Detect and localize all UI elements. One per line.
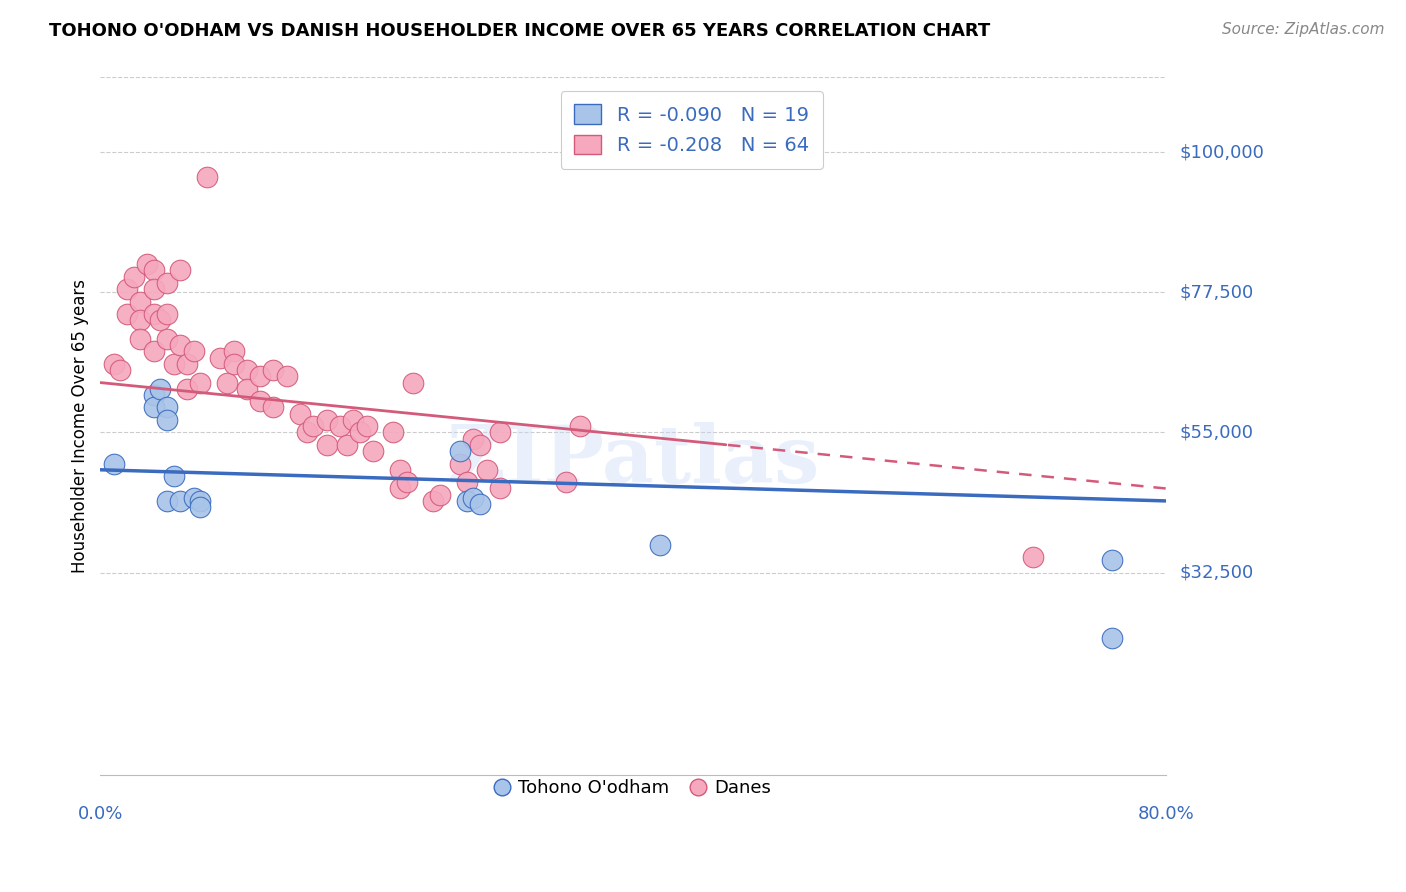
Point [402, 376, 425, 390]
Point [463, 432, 485, 446]
Point [183, 344, 205, 359]
Point [263, 363, 285, 377]
Point [142, 282, 165, 296]
Point [388, 463, 411, 477]
Point [456, 494, 478, 508]
Legend: Tohono O'odham, Danes: Tohono O'odham, Danes [488, 772, 779, 805]
Point [162, 357, 184, 371]
Point [356, 419, 378, 434]
Point [103, 457, 125, 471]
Point [456, 475, 478, 490]
Point [468, 497, 491, 511]
Point [302, 419, 325, 434]
Point [475, 463, 498, 477]
Point [382, 425, 405, 440]
Point [142, 307, 165, 321]
Point [169, 338, 191, 352]
Point [115, 307, 138, 321]
Point [149, 313, 172, 327]
Point [222, 344, 245, 359]
Point [188, 494, 211, 508]
Point [156, 276, 179, 290]
Point [156, 332, 179, 346]
Point [222, 357, 245, 371]
Point [349, 425, 371, 440]
Point [395, 475, 418, 490]
Point [489, 482, 512, 496]
Point [156, 494, 179, 508]
Point [215, 376, 238, 390]
Point [188, 376, 211, 390]
Text: ZIPatlas: ZIPatlas [447, 422, 820, 500]
Point [142, 388, 165, 402]
Point [176, 357, 198, 371]
Point [1101, 631, 1123, 645]
Point [188, 500, 211, 515]
Point [1021, 549, 1043, 564]
Text: 80.0%: 80.0% [1137, 805, 1194, 823]
Point [429, 488, 451, 502]
Point [363, 444, 385, 458]
Y-axis label: Householder Income Over 65 years: Householder Income Over 65 years [72, 279, 89, 574]
Point [276, 369, 298, 384]
Point [288, 407, 311, 421]
Point [422, 494, 444, 508]
Point [142, 344, 165, 359]
Point [115, 282, 138, 296]
Point [449, 444, 471, 458]
Point [162, 469, 184, 483]
Text: TOHONO O'ODHAM VS DANISH HOUSEHOLDER INCOME OVER 65 YEARS CORRELATION CHART: TOHONO O'ODHAM VS DANISH HOUSEHOLDER INC… [49, 22, 990, 40]
Point [468, 438, 491, 452]
Point [156, 413, 179, 427]
Text: $77,500: $77,500 [1180, 284, 1254, 301]
Point [315, 438, 337, 452]
Text: $100,000: $100,000 [1180, 144, 1264, 161]
Point [122, 269, 145, 284]
Point [449, 457, 471, 471]
Point [1101, 553, 1123, 567]
Point [249, 369, 271, 384]
Point [209, 351, 232, 365]
Point [463, 491, 485, 505]
Point [149, 382, 172, 396]
Point [169, 494, 191, 508]
Point [236, 382, 259, 396]
Point [295, 425, 318, 440]
Point [169, 263, 191, 277]
Point [183, 491, 205, 505]
Point [336, 438, 359, 452]
Point [568, 419, 591, 434]
Point [489, 425, 512, 440]
Point [388, 482, 411, 496]
Point [236, 363, 259, 377]
Point [315, 413, 337, 427]
Text: 0.0%: 0.0% [77, 805, 124, 823]
Point [156, 307, 179, 321]
Point [142, 263, 165, 277]
Point [648, 537, 671, 551]
Point [142, 401, 165, 415]
Point [342, 413, 364, 427]
Point [129, 332, 152, 346]
Point [129, 294, 152, 309]
Text: $32,500: $32,500 [1180, 564, 1254, 582]
Text: Source: ZipAtlas.com: Source: ZipAtlas.com [1222, 22, 1385, 37]
Point [136, 257, 159, 271]
Point [110, 363, 132, 377]
Point [329, 419, 352, 434]
Point [176, 382, 198, 396]
Point [195, 170, 218, 185]
Point [156, 401, 179, 415]
Point [129, 313, 152, 327]
Point [103, 357, 125, 371]
Point [249, 394, 271, 409]
Point [555, 475, 578, 490]
Point [263, 401, 285, 415]
Text: $55,000: $55,000 [1180, 424, 1254, 442]
